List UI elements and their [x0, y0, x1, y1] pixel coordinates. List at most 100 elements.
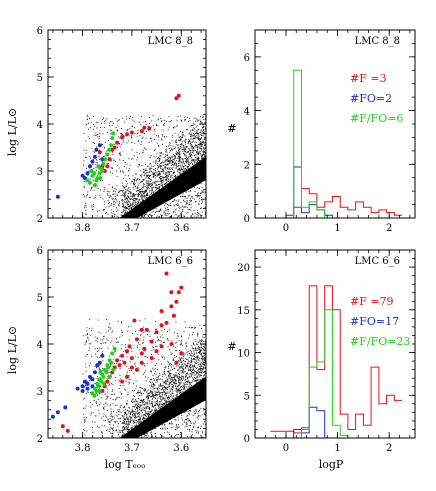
field-star: [190, 410, 192, 412]
field-star: [120, 190, 121, 192]
field-star: [160, 175, 162, 177]
field-star: [199, 119, 201, 121]
field-star: [96, 169, 98, 171]
field-star: [202, 356, 203, 358]
field-star: [201, 348, 203, 350]
field-star: [134, 390, 135, 391]
field-star: [158, 378, 160, 380]
field-star: [102, 407, 104, 409]
field-star: [95, 167, 97, 169]
field-star: [168, 181, 169, 182]
field-star: [187, 429, 189, 430]
field-star: [102, 353, 103, 354]
field-star: [197, 355, 199, 357]
field-star: [183, 140, 185, 142]
field-star: [167, 346, 169, 348]
field-star: [205, 127, 206, 129]
field-star: [162, 129, 164, 131]
field-star: [123, 159, 124, 161]
field-star: [137, 186, 139, 188]
field-star: [134, 440, 135, 441]
field-star: [197, 332, 199, 334]
field-star: [121, 212, 123, 214]
field-star: [162, 385, 164, 386]
field-star: [187, 359, 189, 360]
field-star: [130, 413, 131, 415]
field-star: [185, 191, 187, 193]
field-star: [130, 192, 132, 194]
field-star: [118, 397, 120, 399]
field-star: [168, 121, 170, 123]
field-star: [196, 357, 198, 359]
field-star: [182, 371, 184, 373]
field-star: [199, 363, 201, 365]
field-star: [194, 191, 196, 192]
field-star: [159, 375, 161, 376]
field-star: [126, 199, 128, 201]
field-star: [154, 398, 156, 400]
field-star: [157, 167, 159, 169]
field-star: [156, 124, 157, 125]
field-star: [161, 162, 163, 163]
field-star: [158, 359, 160, 361]
field-star: [136, 220, 137, 221]
field-star: [196, 130, 198, 132]
field-star: [192, 214, 193, 215]
field-star: [115, 202, 116, 204]
field-star: [159, 403, 161, 405]
field-star: [186, 201, 188, 203]
field-star: [141, 197, 143, 199]
field-star: [100, 339, 102, 341]
field-star: [202, 432, 204, 434]
field-star: [141, 412, 143, 414]
field-star: [185, 197, 187, 199]
field-star: [194, 212, 196, 214]
field-star: [151, 431, 152, 433]
field-star: [122, 441, 123, 442]
field-star: [157, 136, 159, 138]
field-star: [113, 201, 115, 202]
field-star: [128, 410, 130, 412]
field-star: [174, 375, 176, 377]
field-star: [201, 145, 203, 146]
field-star: [190, 150, 192, 151]
field-star: [183, 372, 185, 374]
field-star: [167, 380, 169, 381]
field-star: [172, 368, 174, 370]
field-star: [176, 427, 178, 429]
field-star: [146, 220, 147, 221]
field-star: [185, 358, 187, 360]
field-star: [159, 159, 160, 161]
field-star: [183, 420, 185, 422]
field-star: [161, 334, 163, 336]
field-star: [148, 185, 150, 186]
field-star: [195, 347, 196, 349]
field-star: [162, 393, 163, 395]
field-star: [107, 388, 108, 390]
field-star: [186, 372, 188, 374]
field-star: [177, 385, 179, 387]
data-point: [98, 176, 103, 181]
field-star: [125, 208, 127, 210]
field-star: [109, 125, 111, 127]
field-star: [178, 139, 179, 141]
field-star: [132, 158, 134, 160]
field-star: [163, 356, 165, 358]
field-star: [145, 416, 147, 417]
field-star: [183, 162, 185, 164]
field-star: [144, 356, 146, 358]
field-star: [190, 135, 191, 137]
field-star: [96, 160, 98, 162]
field-star: [201, 154, 203, 156]
field-star: [182, 196, 184, 197]
field-star: [111, 383, 112, 385]
field-star: [144, 191, 146, 193]
field-star: [189, 430, 190, 432]
field-star: [149, 190, 151, 192]
field-star: [142, 400, 144, 402]
field-star: [125, 454, 126, 455]
field-star: [146, 184, 148, 186]
field-star: [181, 357, 183, 359]
field-star: [180, 145, 182, 147]
field-star: [180, 340, 182, 342]
